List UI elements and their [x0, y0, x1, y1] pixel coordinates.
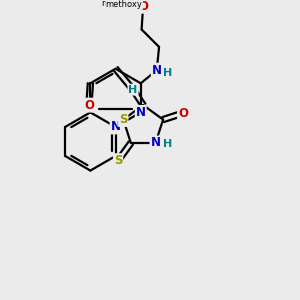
Text: H: H: [163, 140, 172, 149]
Text: H: H: [163, 68, 172, 77]
Text: O: O: [84, 99, 94, 112]
Text: O: O: [138, 0, 148, 13]
Text: N: N: [151, 136, 160, 149]
Text: N: N: [136, 106, 146, 119]
Text: N: N: [111, 120, 121, 134]
Text: N: N: [152, 64, 162, 77]
Text: H: H: [128, 85, 138, 95]
Text: methoxy: methoxy: [106, 0, 142, 9]
Text: methoxy: methoxy: [101, 0, 138, 8]
Text: O: O: [178, 106, 188, 120]
Text: S: S: [119, 113, 128, 126]
Text: S: S: [114, 154, 122, 167]
